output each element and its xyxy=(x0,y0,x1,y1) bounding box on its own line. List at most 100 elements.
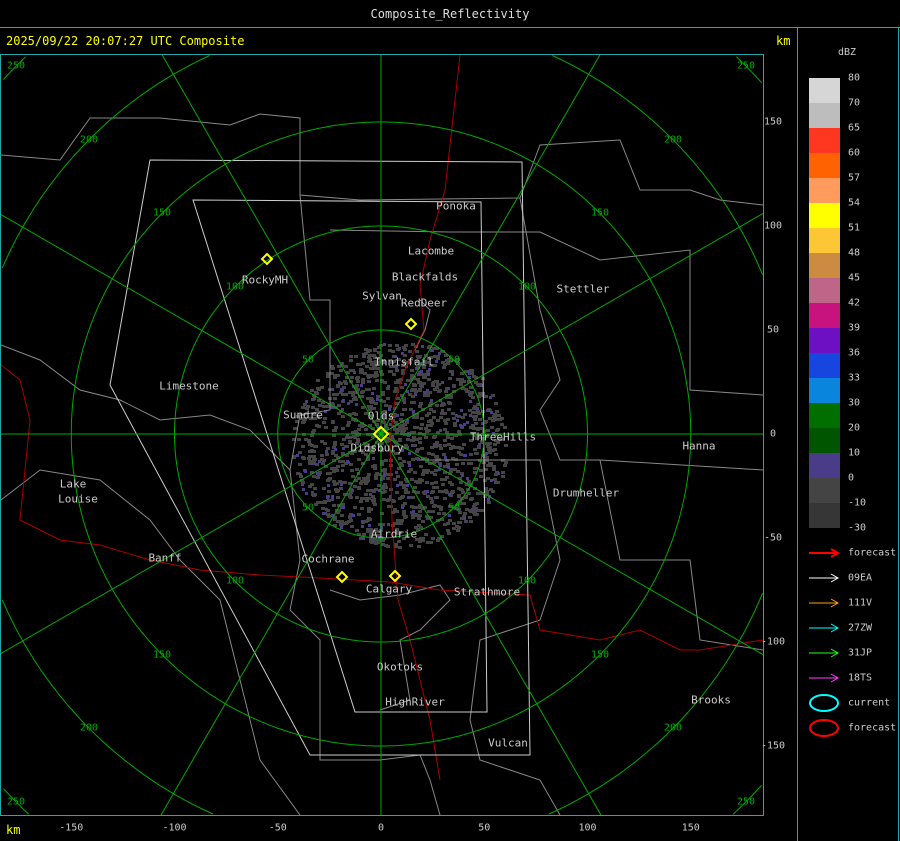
echo-pixel xyxy=(370,398,374,401)
echo-pixel xyxy=(469,400,472,403)
echo-pixel xyxy=(371,435,375,438)
echo-pixel xyxy=(413,444,417,447)
echo-pixel xyxy=(341,469,344,472)
echo-pixel xyxy=(442,512,446,515)
echo-pixel xyxy=(374,372,378,375)
track-legend-label: forecast xyxy=(848,547,897,559)
echo-pixel xyxy=(302,420,306,423)
echo-pixel xyxy=(480,427,484,430)
echo-pixel xyxy=(406,390,409,393)
town-label: Louise xyxy=(58,492,98,506)
echo-pixel xyxy=(443,363,447,366)
echo-pixel xyxy=(431,510,435,513)
echo-pixel xyxy=(316,416,320,419)
echo-pixel xyxy=(460,378,464,381)
echo-pixel xyxy=(368,358,372,361)
radar-site-icon[interactable] xyxy=(260,252,274,266)
echo-pixel xyxy=(477,509,481,512)
radar-site-icon[interactable] xyxy=(335,570,349,584)
echo-pixel xyxy=(349,400,353,403)
echo-pixel xyxy=(340,523,344,526)
legend-label: 57 xyxy=(848,172,861,184)
echo-pixel xyxy=(489,464,493,467)
echo-pixel xyxy=(366,530,370,533)
legend-swatch xyxy=(809,103,840,128)
echo-pixel xyxy=(469,394,473,397)
echo-pixel xyxy=(428,391,432,394)
echo-pixel xyxy=(435,443,439,446)
echo-pixel xyxy=(404,344,408,347)
echo-pixel xyxy=(384,404,388,407)
track-legend-label: 27ZW xyxy=(848,622,873,634)
echo-pixel xyxy=(407,461,411,464)
echo-pixel xyxy=(490,411,493,414)
echo-pixel xyxy=(341,427,345,430)
echo-pixel xyxy=(500,417,504,420)
echo-pixel xyxy=(477,434,481,437)
town-label: Lacombe xyxy=(407,244,455,258)
echo-pixel xyxy=(426,389,429,392)
echo-pixel xyxy=(493,416,497,419)
echo-pixel xyxy=(460,517,464,520)
echo-pixel xyxy=(441,361,445,364)
echo-pixel xyxy=(380,442,384,445)
radar-site-icon[interactable] xyxy=(372,425,390,443)
echo-pixel xyxy=(369,508,373,511)
echo-pixel xyxy=(323,501,327,504)
echo-pixel xyxy=(352,514,355,517)
ring-label: 250 xyxy=(6,796,25,808)
echo-pixel xyxy=(325,450,328,453)
echo-pixel xyxy=(382,498,386,501)
echo-pixel xyxy=(395,369,399,372)
echo-pixel xyxy=(392,360,396,363)
echo-pixel xyxy=(395,390,399,393)
echo-pixel xyxy=(380,463,384,466)
echo-pixel xyxy=(296,415,300,418)
echo-pixel xyxy=(370,489,374,492)
echo-pixel xyxy=(450,505,454,508)
echo-pixel xyxy=(448,493,451,496)
echo-pixel xyxy=(439,508,443,511)
echo-pixel xyxy=(416,506,420,509)
echo-pixel xyxy=(472,505,476,508)
echo-pixel xyxy=(446,436,450,439)
town-label: Blackfalds xyxy=(391,270,459,284)
echo-pixel xyxy=(351,475,355,478)
echo-pixel xyxy=(496,481,500,484)
track-legend-label: 09EA xyxy=(848,572,873,584)
echo-pixel xyxy=(360,497,364,500)
echo-pixel xyxy=(381,411,385,414)
echo-pixel xyxy=(369,537,373,540)
echo-pixel xyxy=(396,397,400,400)
echo-pixel xyxy=(369,531,373,534)
radar-site-icon[interactable] xyxy=(404,317,418,331)
radar-site-icon[interactable] xyxy=(388,569,402,583)
echo-pixel xyxy=(461,387,465,390)
echo-pixel xyxy=(459,383,463,386)
echo-pixel xyxy=(357,533,361,536)
echo-pixel xyxy=(457,495,461,498)
echo-pixel xyxy=(457,451,461,454)
echo-pixel xyxy=(386,545,390,548)
echo-pixel xyxy=(441,483,445,486)
echo-pixel xyxy=(470,497,474,500)
echo-pixel xyxy=(337,365,341,368)
echo-pixel xyxy=(448,377,452,380)
echo-pixel xyxy=(426,394,430,397)
echo-pixel xyxy=(441,409,444,412)
echo-pixel xyxy=(474,452,478,455)
echo-pixel xyxy=(413,384,417,387)
echo-pixel xyxy=(396,452,400,455)
echo-pixel xyxy=(429,402,433,405)
ring-label: 50 xyxy=(301,502,315,514)
echo-pixel xyxy=(364,493,368,496)
echo-pixel xyxy=(410,401,414,404)
echo-pixel xyxy=(433,435,437,438)
echo-pixel xyxy=(337,509,341,512)
echo-pixel xyxy=(353,506,357,509)
echo-pixel xyxy=(483,495,487,498)
echo-pixel xyxy=(476,428,480,431)
echo-pixel xyxy=(407,496,410,499)
echo-pixel xyxy=(408,464,411,467)
